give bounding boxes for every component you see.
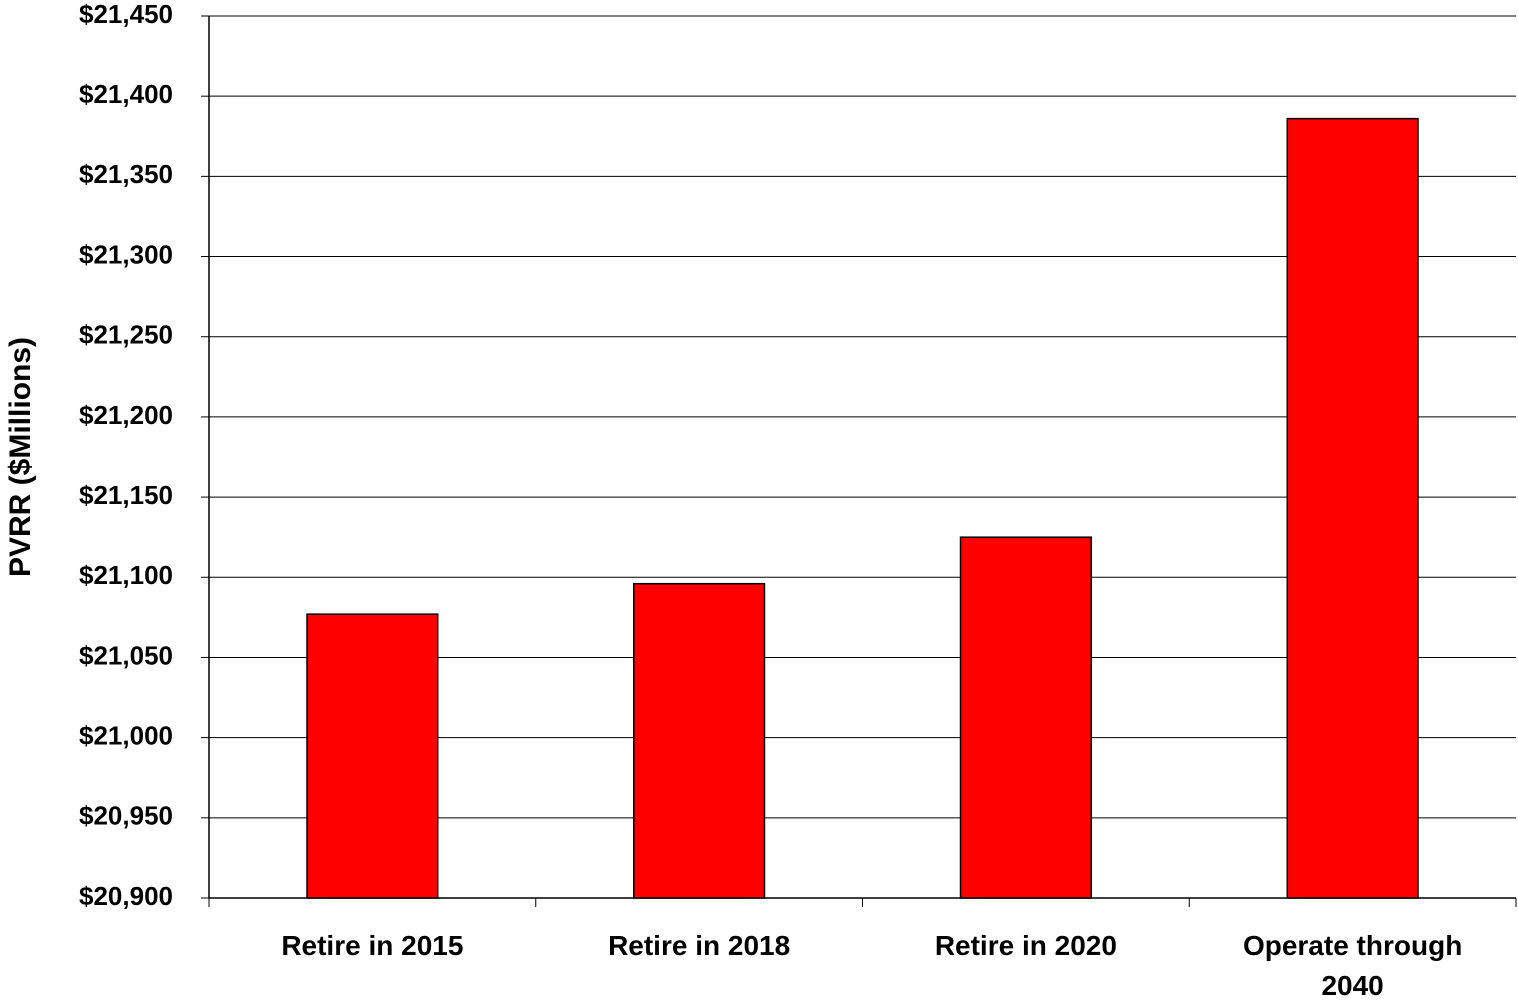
y-tick-label: $21,350 bbox=[79, 159, 173, 189]
y-tick-label: $21,300 bbox=[79, 239, 173, 269]
x-tick-label: Retire in 2020 bbox=[934, 930, 1117, 961]
x-tick-label: Retire in 2018 bbox=[608, 930, 791, 961]
y-tick-label: $21,150 bbox=[79, 480, 173, 510]
y-tick-label: $20,950 bbox=[79, 801, 173, 831]
bar bbox=[1286, 117, 1419, 899]
bar bbox=[633, 582, 766, 899]
x-tick-label: Retire in 2015 bbox=[281, 930, 464, 961]
y-tick-label: $21,100 bbox=[79, 560, 173, 590]
y-tick-label: $20,900 bbox=[79, 881, 173, 911]
y-tick-label: $21,000 bbox=[79, 721, 173, 751]
y-tick-label: $21,450 bbox=[79, 0, 173, 29]
bar bbox=[959, 536, 1092, 899]
y-tick-label: $21,200 bbox=[79, 400, 173, 430]
x-tick-label: Operate through 2040 bbox=[1242, 930, 1463, 1001]
y-tick-label: $21,400 bbox=[79, 79, 173, 109]
y-tick-label: $21,250 bbox=[79, 320, 173, 350]
y-tick-label: $21,050 bbox=[79, 640, 173, 670]
y-axis-label: PVRR ($Millions) bbox=[4, 337, 37, 577]
bar bbox=[306, 613, 439, 899]
